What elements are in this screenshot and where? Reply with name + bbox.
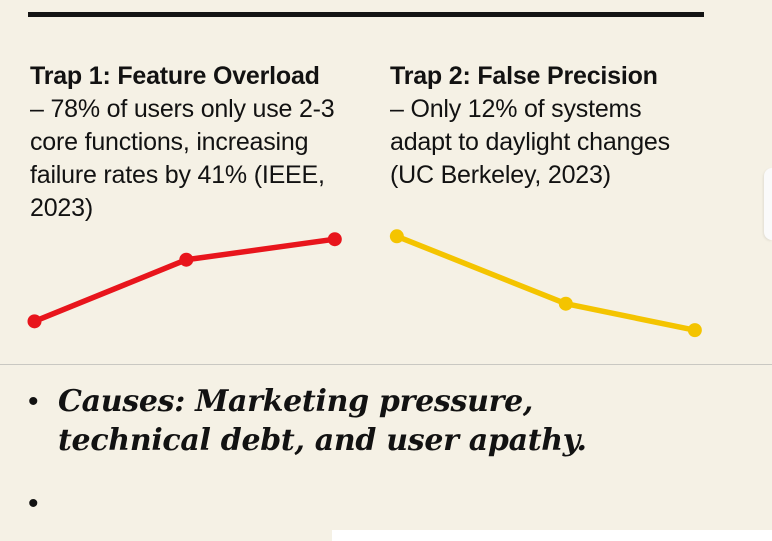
trap1-line-chart [27, 232, 342, 329]
bullet-marker: • [28, 487, 39, 520]
next-page-peek [764, 168, 772, 240]
page-bottom-gap [332, 530, 772, 541]
section-divider [0, 364, 772, 365]
trap2-body: – Only 12% of systems adapt to daylight … [390, 95, 670, 189]
trap2-line-chart [389, 229, 702, 338]
causes-bullet-text: Causes: Marketing pressure, technical de… [58, 384, 587, 458]
list-item: • Causes: Marketing pressure, technical … [28, 382, 688, 460]
trap1-title: Trap 1: Feature Overload [30, 62, 320, 90]
bullet-marker: • [28, 385, 39, 418]
trap2-title: Trap 2: False Precision [390, 62, 658, 90]
trap1-annotation: Trap 1: Feature Overload – 78% of users … [30, 60, 358, 225]
trap1-body: – 78% of users only use 2-3 core functio… [30, 95, 335, 222]
top-rule [28, 12, 704, 17]
list-item: • [28, 484, 688, 524]
trap2-annotation: Trap 2: False Precision – Only 12% of sy… [390, 60, 702, 192]
bullet-list: • Causes: Marketing pressure, technical … [28, 382, 688, 541]
